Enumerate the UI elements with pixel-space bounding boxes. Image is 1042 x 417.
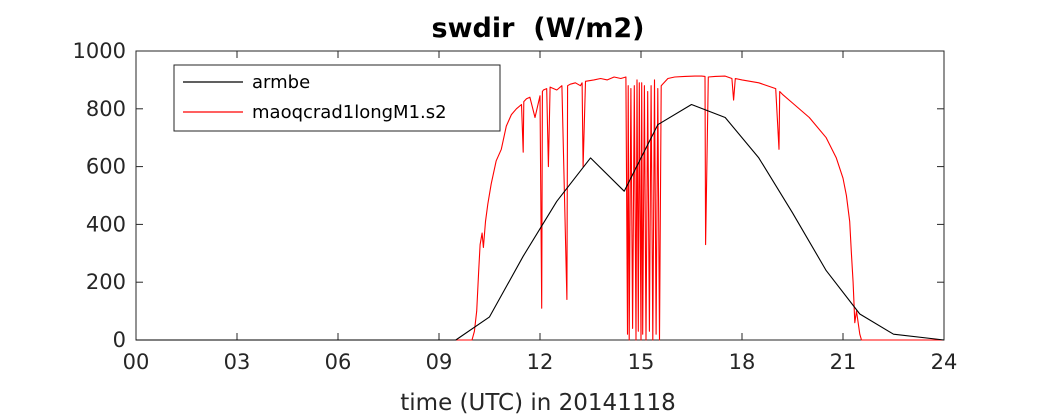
y-tick-label: 600 xyxy=(86,155,126,179)
x-tick-label: 12 xyxy=(527,350,554,374)
plot-area: 00 03 06 09 12 15 18 21 24 0 200 400 600 800 1000 armbe… xyxy=(73,39,958,374)
x-tick-label: 18 xyxy=(729,350,756,374)
y-tick-label: 200 xyxy=(86,270,126,294)
x-tick-label: 09 xyxy=(426,350,453,374)
x-tick-label: 03 xyxy=(224,350,251,374)
legend-box xyxy=(173,64,501,132)
series-line-maoqcrad1longm1-s2 xyxy=(136,75,944,341)
legend-label: armbe xyxy=(252,72,310,93)
y-tick-label: 400 xyxy=(86,212,126,236)
chart-title: swdir (W/m2) xyxy=(432,13,645,44)
x-axis-label: time (UTC) in 20141118 xyxy=(400,390,675,416)
y-tick-label: 1000 xyxy=(73,39,126,63)
x-tick-label: 21 xyxy=(830,350,857,374)
legend-label: maoqcrad1longM1.s2 xyxy=(252,102,447,123)
series-line-armbe xyxy=(136,103,945,341)
y-tick-label: 0 xyxy=(113,328,126,352)
x-tick-label: 06 xyxy=(325,350,352,374)
y-tick-label: 800 xyxy=(86,97,126,121)
x-tick-label: 00 xyxy=(123,350,150,374)
x-tick-label: 15 xyxy=(628,350,655,374)
x-tick-label: 24 xyxy=(931,350,958,374)
legend: armbe maoqcrad1longM1.s2 xyxy=(173,64,501,132)
